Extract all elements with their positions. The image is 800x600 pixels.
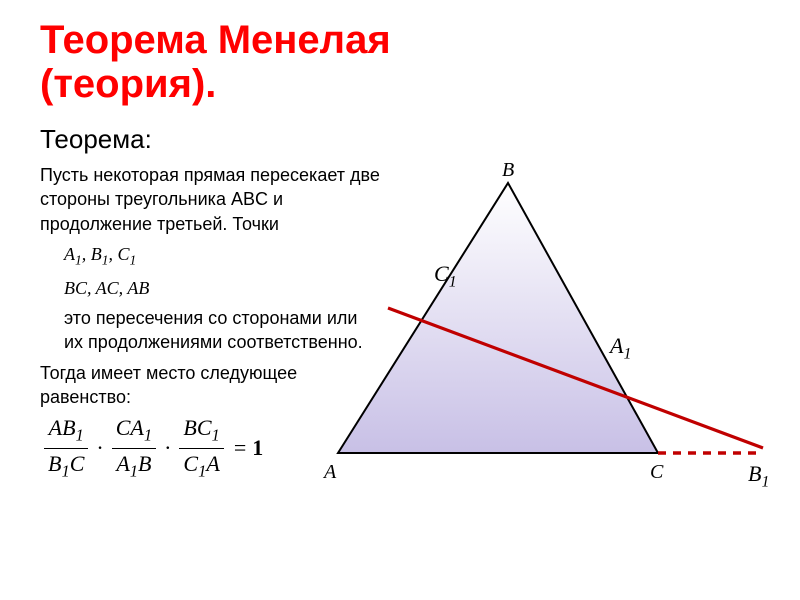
dot-icon: · [96, 433, 103, 463]
menelaus-diagram: B A C C1 A1 B1 [318, 163, 778, 503]
label-a: A [324, 461, 336, 484]
diagram-svg [318, 163, 778, 503]
point-a1: A1, B1, C1 [64, 244, 136, 264]
slide-title: Теорема Менелая (теория). [40, 18, 772, 106]
frac-3: BC1 C1A [179, 415, 223, 481]
slide: Теорема Менелая (теория). Теорема: Пусть… [0, 0, 800, 600]
label-a1: A1 [610, 333, 631, 363]
label-c1: C1 [434, 261, 457, 291]
title-line2: (теория). [40, 62, 216, 106]
label-b: B [502, 159, 514, 182]
label-b1: B1 [748, 461, 769, 491]
slide-subtitle: Теорема: [40, 124, 772, 155]
triangle-shape [338, 183, 658, 453]
slide-body: Пусть некоторая прямая пересекает две ст… [40, 163, 772, 481]
dot-icon: · [164, 433, 171, 463]
frac-1: AB1 B1C [44, 415, 88, 481]
label-c: C [650, 461, 663, 484]
rhs-one: 1 [252, 433, 263, 463]
equals-sign: = [234, 433, 246, 463]
frac-2: CA1 A1B [112, 415, 156, 481]
title-line1: Теорема Менелая [40, 18, 391, 62]
